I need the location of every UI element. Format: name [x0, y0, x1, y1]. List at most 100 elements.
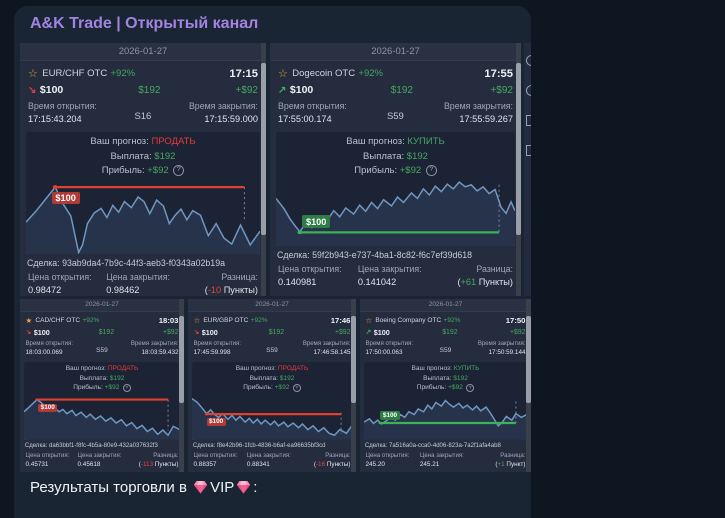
- open-price-value: 0.98472: [28, 284, 62, 295]
- scrollbar: [351, 299, 356, 472]
- profit-value: +$92: [274, 384, 290, 392]
- message-caption: Результаты торговли в VIP:: [30, 479, 257, 496]
- profit-value: +$92: [147, 164, 169, 176]
- message-bubble: A&K Trade | Открытый канал 2026-01-27 ☆ …: [14, 6, 531, 518]
- payout-label: Выплата:: [363, 150, 405, 162]
- trade-card: 2026-01-27 ☆ EUR/CHF OTC +92% 17:15 ↘ $1…: [20, 43, 266, 296]
- person-icon: [526, 55, 531, 66]
- favorite-star-icon: ☆: [278, 68, 288, 81]
- channel-title[interactable]: A&K Trade | Открытый канал: [30, 15, 259, 32]
- scrollbar: [526, 299, 531, 472]
- price-row: Цена открытия: 0.45731 Цена закрытия: 0.…: [20, 452, 184, 472]
- help-icon: ?: [292, 383, 301, 392]
- open-price-value: 0.45731: [25, 460, 49, 468]
- profit-amount: +$92: [509, 328, 526, 336]
- trade-screenshot-boeing[interactable]: 2026-01-27 ☆ Boeing Company OTC +92% 17:…: [360, 299, 531, 472]
- asset-name: EUR/GBP OTC: [203, 316, 249, 324]
- asset-row: ★ CAD/CHF OTC +92% 18:03: [20, 316, 184, 325]
- difference-label: Разница:: [325, 452, 351, 459]
- amount-row: ↘ $100 $192 +$92: [20, 84, 266, 96]
- price-chart-svg: [24, 398, 180, 441]
- trade-card: 2026-01-27 ☆ Boeing Company OTC +92% 17:…: [360, 299, 531, 472]
- payout-label: Выплата:: [79, 374, 108, 382]
- price-chart-svg: [192, 393, 352, 441]
- close-time-value: 17:46:58.145: [313, 349, 351, 357]
- duration-value: S16: [134, 110, 152, 122]
- deal-label: Сделка:: [364, 443, 388, 450]
- times-row: Время открытия: 18:03:00.069 S59 Время з…: [20, 340, 184, 357]
- deal-id-value: 93ab9da4-7b9c-44f3-aeb3-f0343a02b19a: [62, 258, 225, 269]
- favorite-star-icon: ☆: [193, 315, 201, 325]
- open-time-value: 17:15:43.204: [28, 113, 82, 124]
- trade-screenshot-dogecoin[interactable]: 2026-01-27 ☆ Dogecoin OTC +92% 17:55 ↗ $…: [270, 43, 521, 296]
- profit-amount: +$92: [162, 328, 179, 336]
- trade-time: 17:55: [484, 67, 513, 80]
- payout-label: Выплата:: [110, 150, 152, 162]
- help-icon: ?: [425, 164, 437, 176]
- target-icon: [526, 85, 531, 96]
- close-time-label: Время закрытия:: [443, 101, 513, 112]
- duration-value: S59: [386, 110, 404, 122]
- payout-value: $192: [453, 374, 468, 382]
- gem-icon: [237, 481, 251, 494]
- times-row: Время открытия: 17:15:43.204 S16 Время з…: [20, 101, 266, 126]
- profit-value: +$92: [448, 384, 463, 392]
- hourglass-icon: [526, 115, 531, 126]
- close-price-value: 0.98462: [106, 284, 140, 295]
- close-price-label: Цена закрытия:: [357, 263, 422, 274]
- stake-amount: $100: [289, 84, 314, 97]
- payout-amount: $192: [442, 328, 458, 336]
- open-price-label: Цена открытия:: [365, 452, 410, 459]
- payout-percent: +92%: [443, 316, 461, 324]
- entry-price-badge: $100: [302, 215, 331, 228]
- close-price-value: 0.88341: [246, 460, 270, 468]
- forecast-label: Ваш прогноз:: [65, 364, 106, 372]
- platform-sidebar-sliver: [524, 43, 531, 296]
- favorite-star-icon: ☆: [28, 68, 38, 81]
- profit-label: Прибыль:: [73, 384, 103, 392]
- screenshot-date: 2026-01-27: [20, 299, 184, 312]
- entry-price-badge: $100: [38, 403, 58, 413]
- open-price-value: 245.20: [365, 460, 385, 468]
- times-row: Время открытия: 17:50:00.063 S59 Время з…: [360, 340, 531, 357]
- close-time-label: Время закрытия:: [302, 341, 351, 348]
- difference-label: Разница:: [221, 271, 258, 282]
- amount-row: ↗ $100 $192 +$92: [270, 84, 521, 96]
- direction-arrow-icon: ↘: [193, 329, 200, 337]
- difference-value: (-10 Пункты): [204, 284, 258, 295]
- deal-label: Сделка:: [27, 258, 60, 269]
- open-time-value: 18:03:00.069: [25, 349, 63, 357]
- deal-label: Сделка:: [277, 250, 310, 261]
- price-chart: $100: [276, 178, 515, 247]
- favorite-star-icon: ☆: [365, 315, 373, 325]
- caption-prefix: Результаты торговли в: [30, 479, 192, 496]
- close-price-label: Цена закрытия:: [77, 452, 122, 459]
- chart-panel: Ваш прогноз: КУПИТЬ Выплата: $192 Прибыл…: [364, 361, 527, 441]
- payout-label: Выплата:: [249, 374, 278, 382]
- difference-label: Разница:: [476, 263, 513, 274]
- payout-value: $192: [279, 374, 295, 382]
- trade-screenshot-eurgbp[interactable]: 2026-01-27 ☆ EUR/GBP OTC +92% 17:46 ↘ $1…: [188, 299, 356, 472]
- close-time-label: Время закрытия:: [130, 341, 179, 348]
- trade-screenshot-cadchf[interactable]: 2026-01-27 ★ CAD/CHF OTC +92% 18:03 ↘ $1…: [20, 299, 184, 472]
- direction-arrow-icon: ↗: [365, 329, 372, 337]
- open-time-value: 17:55:00.174: [278, 113, 332, 124]
- trade-screenshot-eurchf[interactable]: 2026-01-27 ☆ EUR/CHF OTC +92% 17:15 ↘ $1…: [20, 43, 266, 296]
- scrollbar-thumb: [526, 316, 531, 403]
- deal-id-row: Сделка: 59f2b943-e737-4ba1-8c82-f6c7ef39…: [277, 250, 514, 260]
- entry-price-badge: $100: [51, 191, 80, 204]
- price-row: Цена открытия: 0.140981 Цена закрытия: 0…: [270, 264, 521, 295]
- scrollbar: [516, 43, 521, 296]
- difference-value: (-16 Пункты): [313, 460, 351, 468]
- amount-row: ↘ $100 $192 +$92: [188, 328, 356, 337]
- close-time-value: 17:50:59.144: [488, 349, 526, 357]
- payout-value: $192: [154, 150, 176, 162]
- duration-value: S59: [96, 346, 108, 354]
- photo-collage: 2026-01-27 ☆ EUR/CHF OTC +92% 17:15 ↘ $1…: [20, 43, 531, 472]
- trade-card: 2026-01-27 ☆ Dogecoin OTC +92% 17:55 ↗ $…: [270, 43, 521, 296]
- open-time-label: Время открытия:: [193, 341, 241, 348]
- price-chart: $100: [24, 393, 180, 441]
- open-price-label: Цена открытия:: [25, 452, 70, 459]
- price-chart-svg: [26, 185, 260, 255]
- stake-amount: $100: [373, 327, 390, 337]
